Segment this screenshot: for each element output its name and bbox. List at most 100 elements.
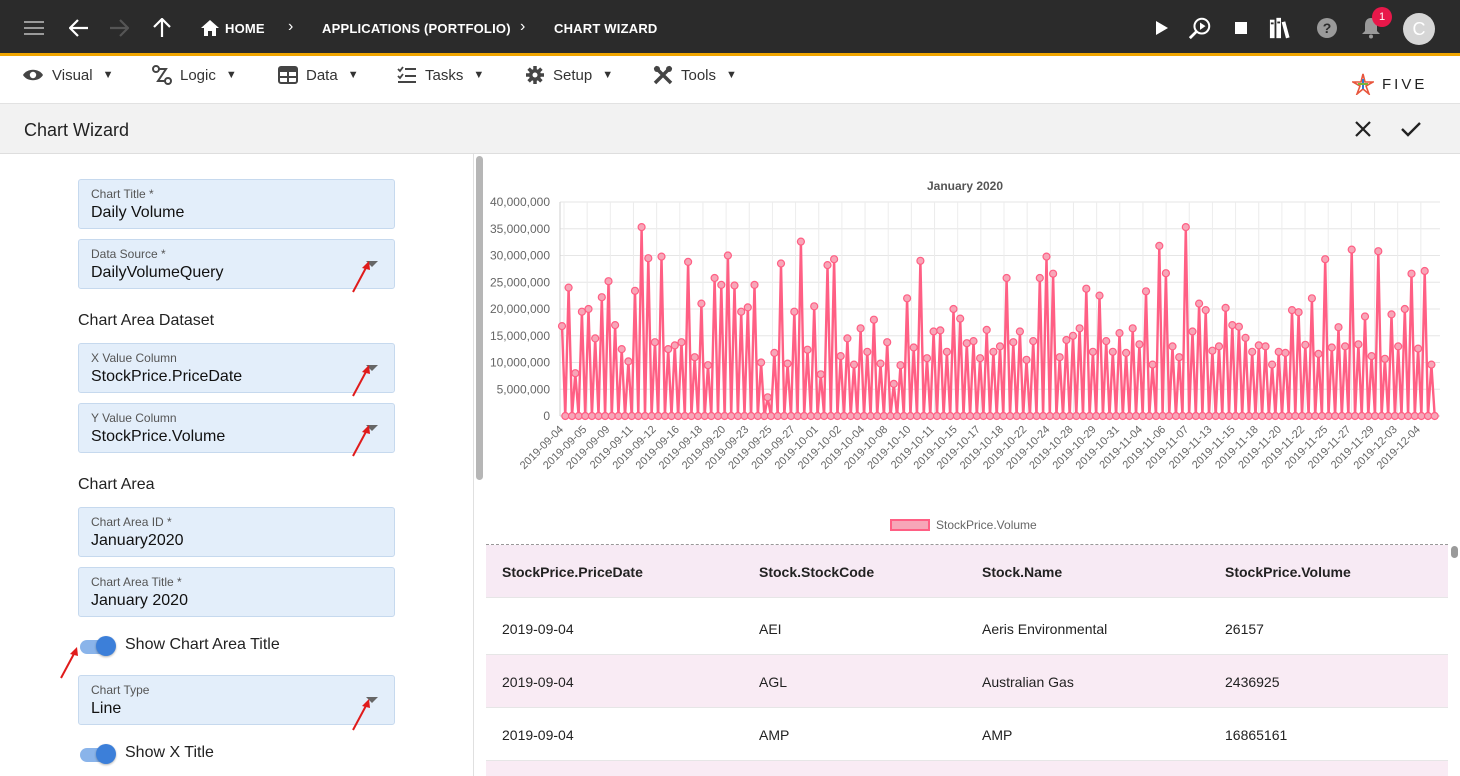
show-x-title-toggle[interactable] bbox=[78, 744, 118, 764]
back-arrow-icon[interactable] bbox=[67, 16, 91, 40]
gear-icon bbox=[526, 66, 544, 84]
menu-visual[interactable]: Visual ▼ bbox=[22, 65, 113, 85]
left-panel-scrollbar[interactable] bbox=[476, 156, 483, 480]
data-point bbox=[942, 347, 951, 356]
data-point bbox=[1287, 305, 1297, 315]
data-point bbox=[591, 334, 600, 343]
table-row[interactable]: 2019-09-04 AGL Australian Gas 2436925 bbox=[486, 655, 1448, 708]
data-point bbox=[1111, 411, 1121, 421]
table-cell: AGL bbox=[759, 674, 788, 690]
data-point bbox=[1058, 411, 1068, 421]
column-header[interactable]: StockPrice.PriceDate bbox=[502, 564, 643, 580]
play-icon[interactable] bbox=[1150, 16, 1174, 40]
chart-type-select[interactable]: Chart Type Line bbox=[78, 675, 395, 725]
table-row[interactable] bbox=[486, 761, 1448, 776]
data-point bbox=[571, 369, 580, 378]
data-point bbox=[1311, 411, 1320, 421]
dropdown-arrow-icon[interactable] bbox=[366, 425, 378, 431]
dropdown-arrow-icon[interactable] bbox=[366, 697, 378, 703]
data-point bbox=[1165, 411, 1174, 421]
data-point bbox=[1364, 411, 1373, 421]
data-point bbox=[733, 411, 742, 421]
table-row[interactable]: 2019-09-04 AEI Aeris Environmental 26157 bbox=[486, 602, 1448, 655]
column-header[interactable]: Stock.StockCode bbox=[759, 564, 875, 580]
data-point bbox=[893, 411, 902, 421]
data-point bbox=[916, 256, 925, 265]
data-point bbox=[849, 360, 859, 369]
data-point bbox=[693, 411, 703, 421]
data-point bbox=[597, 293, 606, 302]
stop-icon[interactable] bbox=[1229, 16, 1253, 40]
data-point bbox=[1005, 411, 1015, 421]
data-point bbox=[564, 283, 573, 292]
menu-tools[interactable]: Tools ▼ bbox=[653, 65, 737, 85]
library-books-icon[interactable] bbox=[1269, 16, 1293, 40]
data-point bbox=[1231, 411, 1240, 421]
data-point bbox=[1151, 411, 1161, 421]
column-header[interactable]: StockPrice.Volume bbox=[1225, 564, 1351, 580]
column-header[interactable]: Stock.Name bbox=[982, 564, 1063, 580]
breadcrumb-applications[interactable]: APPLICATIONS (PORTFOLIO) bbox=[322, 21, 511, 36]
chart-area-title-field[interactable]: Chart Area Title * January 2020 bbox=[78, 567, 395, 617]
close-button[interactable] bbox=[1351, 117, 1375, 141]
table-header-row: StockPrice.PriceDate Stock.StockCode Sto… bbox=[486, 545, 1448, 598]
y-value-column-label: Y Value Column bbox=[91, 411, 177, 425]
table-icon bbox=[278, 66, 298, 84]
data-point bbox=[1291, 411, 1300, 421]
menu-tasks[interactable]: Tasks ▼ bbox=[397, 65, 484, 85]
data-point bbox=[1161, 269, 1171, 278]
data-point bbox=[863, 347, 872, 356]
run-search-icon[interactable] bbox=[1188, 16, 1212, 40]
user-avatar[interactable]: C bbox=[1403, 13, 1435, 45]
table-scrollbar[interactable] bbox=[1451, 546, 1458, 558]
data-point bbox=[1370, 411, 1380, 421]
data-point bbox=[922, 354, 932, 363]
menu-logic[interactable]: Logic ▼ bbox=[152, 65, 237, 85]
data-point bbox=[640, 411, 650, 421]
menu-data[interactable]: Data ▼ bbox=[278, 65, 359, 85]
data-point bbox=[1274, 347, 1283, 356]
chart-title: January 2020 bbox=[926, 179, 1004, 193]
chart-title-field[interactable]: Chart Title * Daily Volume bbox=[78, 179, 395, 229]
home-icon[interactable] bbox=[198, 16, 222, 40]
show-chart-area-title-toggle[interactable] bbox=[78, 636, 118, 656]
menu-setup[interactable]: Setup ▼ bbox=[525, 65, 613, 85]
data-point bbox=[1155, 241, 1164, 251]
dropdown-arrow-icon[interactable] bbox=[366, 365, 378, 371]
hamburger-menu-icon[interactable] bbox=[22, 16, 46, 40]
data-point bbox=[899, 411, 908, 421]
data-point bbox=[1410, 411, 1419, 421]
data-point bbox=[949, 304, 958, 314]
dropdown-arrow-icon[interactable] bbox=[366, 261, 378, 267]
data-source-select[interactable]: Data Source * DailyVolumeQuery bbox=[78, 239, 395, 289]
data-point bbox=[1257, 411, 1267, 421]
data-point bbox=[1118, 411, 1127, 421]
help-icon[interactable]: ? bbox=[1315, 16, 1339, 40]
data-point bbox=[896, 361, 905, 370]
menu-tools-label: Tools bbox=[681, 66, 717, 84]
chart-preview-panel: January 2020 0 5,000,000 10,000,000 15,000,… bbox=[486, 154, 1460, 776]
table-row[interactable]: 2019-09-04 AMP AMP 16865161 bbox=[486, 708, 1448, 761]
data-point bbox=[1314, 349, 1323, 358]
chart-type-label: Chart Type bbox=[91, 683, 150, 697]
data-point bbox=[637, 222, 646, 232]
data-point bbox=[644, 254, 653, 263]
save-button[interactable] bbox=[1399, 117, 1423, 141]
chart-area-id-field[interactable]: Chart Area ID * January2020 bbox=[78, 507, 395, 557]
five-logo: FIVE bbox=[1352, 72, 1427, 96]
x-value-column-select[interactable]: X Value Column StockPrice.PriceDate bbox=[78, 343, 395, 393]
data-point bbox=[879, 411, 888, 421]
table-cell: AMP bbox=[759, 727, 790, 743]
data-point bbox=[826, 411, 835, 421]
data-point bbox=[710, 273, 719, 283]
data-point bbox=[600, 411, 610, 421]
y-value-column-select[interactable]: Y Value Column StockPrice.Volume bbox=[78, 403, 395, 453]
chart-legend[interactable]: StockPrice.Volume bbox=[890, 518, 1037, 532]
breadcrumb-home[interactable]: HOME bbox=[225, 21, 265, 36]
up-arrow-icon[interactable] bbox=[150, 16, 174, 40]
data-point bbox=[594, 411, 603, 421]
data-point bbox=[1277, 411, 1287, 421]
data-point bbox=[1244, 411, 1254, 421]
forward-arrow-icon[interactable] bbox=[107, 16, 131, 40]
chart-area-id-value: January2020 bbox=[91, 532, 184, 549]
